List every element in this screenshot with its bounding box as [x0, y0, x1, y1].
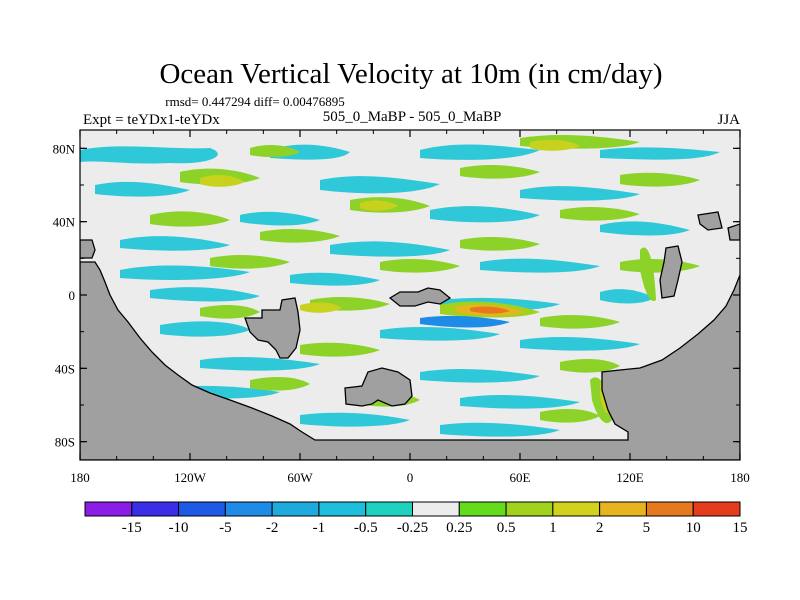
- y-tick-label: 40S: [55, 361, 75, 376]
- colorbar-box: [458, 501, 507, 517]
- x-tick-label: 180: [70, 470, 90, 485]
- y-tick-label: 40N: [53, 215, 76, 230]
- season-label: JJA: [717, 112, 740, 128]
- colorbar-label: -10: [169, 520, 189, 536]
- colorbar-label: -0.25: [397, 520, 428, 536]
- y-tick-label: 80N: [53, 141, 76, 156]
- colorbar-label: -1: [313, 520, 326, 536]
- x-tick-label: 0: [407, 470, 414, 485]
- colorbar-label: -5: [219, 520, 232, 536]
- colorbar-box: [599, 501, 647, 517]
- colorbar-box: [178, 501, 226, 517]
- colorbar: -15 -10 -5 -2 -1 -0.5 -0.25 0.25 0.5 1 2 5 10 15: [84, 501, 748, 536]
- x-tick-label: 120W: [174, 470, 207, 485]
- colorbar-label: 1: [549, 520, 557, 536]
- colorbar-label: 5: [643, 520, 651, 536]
- colorbar-label: 2: [596, 520, 604, 536]
- y-tick-label: 80S: [55, 435, 75, 450]
- colorbar-box: [365, 501, 414, 517]
- colorbar-box: [552, 501, 601, 517]
- colorbar-box: [84, 501, 133, 517]
- y-axis: 80N 40N 0 40S 80S: [53, 141, 740, 450]
- experiment-label: Expt = teYDx1-teYDx: [83, 112, 220, 128]
- x-axis: 180 120W 60W 0 60E 120E 180: [70, 130, 750, 485]
- colorbar-box: [224, 501, 273, 517]
- colorbar-box: [318, 501, 367, 517]
- x-tick-label: 180: [730, 470, 750, 485]
- colorbar-box: [505, 501, 554, 517]
- colorbar-label: -15: [122, 520, 142, 536]
- colorbar-label: 0.5: [497, 520, 516, 536]
- x-tick-label: 60E: [510, 470, 531, 485]
- colorbar-label: 15: [733, 520, 748, 536]
- land-masses: [80, 211, 740, 460]
- colorbar-label: 0.25: [446, 520, 472, 536]
- stats-line: rmsd= 0.447294 diff= 0.00476895: [165, 94, 344, 109]
- map-panel: [80, 130, 740, 460]
- colorbar-label: -2: [266, 520, 279, 536]
- case-label: 505_0_MaBP - 505_0_MaBP: [323, 109, 502, 125]
- x-tick-label: 60W: [287, 470, 313, 485]
- y-tick-label: 0: [69, 288, 76, 303]
- x-tick-label: 120E: [616, 470, 644, 485]
- colorbar-label: 10: [686, 520, 701, 536]
- colorbar-box: [271, 501, 320, 517]
- chart-title: Ocean Vertical Velocity at 10m (in cm/da…: [159, 58, 662, 90]
- colorbar-box: [131, 501, 180, 517]
- colorbar-label: -0.5: [354, 520, 378, 536]
- colorbar-box: [645, 501, 694, 517]
- equatorial-band: [420, 301, 540, 328]
- colorbar-box: [412, 501, 460, 517]
- colorbar-box: [692, 501, 741, 517]
